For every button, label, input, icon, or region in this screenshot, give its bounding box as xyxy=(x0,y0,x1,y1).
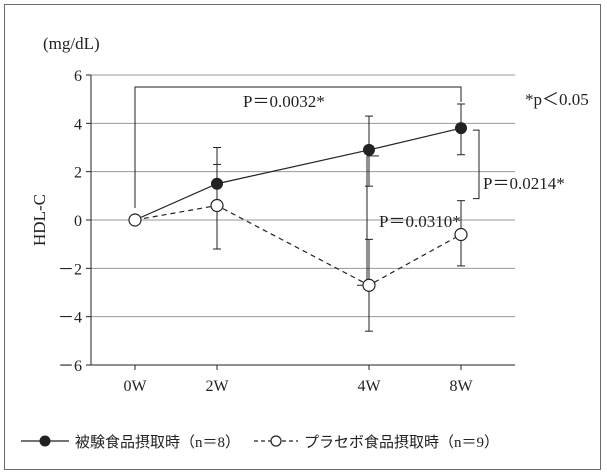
data-point-placebo xyxy=(210,198,224,213)
legend-item-test-food: 被験食品摂取時（n＝8） xyxy=(19,431,240,452)
significance-note: *p＜0.05 xyxy=(525,90,589,109)
y-tick-label: 4 xyxy=(74,116,82,133)
legend-marker-filled xyxy=(21,435,69,447)
bracket-8w-between xyxy=(473,129,480,200)
p-value-8w-vs-0w: P＝0.0032* xyxy=(243,92,325,111)
legend: 被験食品摂取時（n＝8） プラセボ食品摂取時（n＝9） xyxy=(19,429,511,453)
p-value-8w-between: P＝0.0214* xyxy=(483,174,565,193)
series-line-placebo xyxy=(134,204,462,286)
x-tick-label: 2W xyxy=(205,378,229,395)
x-tick-label: 4W xyxy=(357,378,381,395)
x-ticks: 0W 2W 4W 8W xyxy=(123,365,473,395)
y-tick-label: 0 xyxy=(74,213,82,230)
bracket-4w-between xyxy=(357,155,368,286)
data-point-test-food xyxy=(455,122,467,135)
data-point-test-food xyxy=(211,177,223,190)
legend-marker-open xyxy=(254,435,299,447)
p-value-4w-between: P＝0.0310* xyxy=(379,212,461,231)
data-point-placebo xyxy=(454,227,468,242)
y-tick-label: －4 xyxy=(58,310,82,327)
data-point-placebo xyxy=(362,278,376,292)
x-tick-label: 8W xyxy=(449,378,473,395)
line-chart: 6 4 2 0 －2 －4 －6 0W 2W 4W 8W (mg/dL) HDL-C *p＜0.0… xyxy=(30,34,589,395)
chart-frame: 6 4 2 0 －2 －4 －6 0W 2W 4W 8W (mg/dL) HDL-C *p＜0.0… xyxy=(4,4,601,470)
x-tick-label: 0W xyxy=(123,378,147,395)
y-tick-label: 2 xyxy=(74,165,82,182)
data-point-placebo xyxy=(128,213,142,227)
y-unit-label: (mg/dL) xyxy=(43,34,100,53)
series-line-test-food xyxy=(134,127,462,221)
data-point-test-food xyxy=(363,143,375,156)
series-lines xyxy=(134,127,462,286)
legend-item-placebo: プラセボ食品摂取時（n＝9） xyxy=(252,431,499,452)
legend-label-test-food: 被験食品摂取時（n＝8） xyxy=(75,434,241,451)
grid-lines xyxy=(91,74,515,318)
y-tick-label: －6 xyxy=(58,358,82,375)
y-tick-label: －2 xyxy=(58,261,82,278)
legend-label-placebo: プラセボ食品摂取時（n＝9） xyxy=(304,434,500,451)
data-points xyxy=(128,122,468,292)
y-axis-label: HDL-C xyxy=(30,194,49,246)
y-tick-label: 6 xyxy=(74,68,82,85)
y-ticks: 6 4 2 0 －2 －4 －6 xyxy=(58,68,91,375)
significance-brackets xyxy=(134,86,480,286)
bracket-8w-vs-0w xyxy=(134,86,462,208)
